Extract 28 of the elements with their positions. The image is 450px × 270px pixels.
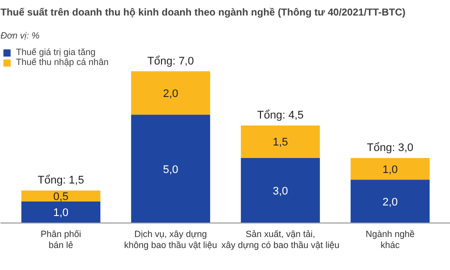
data-label: 1,0 [53, 207, 69, 220]
bar [131, 71, 210, 115]
total-label: Tổng: 7,0 [147, 55, 194, 68]
data-label: 1,0 [382, 164, 398, 176]
data-label: 5,0 [162, 164, 178, 176]
legend-label: Thuế giá trị gia tăng [16, 47, 96, 57]
chart-subtitle: Đơn vị: % [0, 30, 40, 40]
x-tick-label: Phân phối bán lẻ [40, 228, 82, 250]
bar [240, 158, 320, 223]
data-label: 0,5 [53, 190, 69, 203]
total-label: Tổng: 1,5 [38, 174, 84, 186]
total-label: Tổng: 4,5 [257, 109, 304, 122]
bar [350, 158, 430, 180]
bar [21, 190, 100, 202]
data-label: 1,5 [272, 136, 288, 149]
data-label: 2,0 [382, 196, 398, 208]
data-label: 3,0 [272, 185, 288, 198]
data-label: 2,0 [162, 88, 178, 100]
bar [131, 114, 210, 223]
bar [350, 180, 430, 223]
chart-title: Thuế suất trên doanh thu hộ kinh doanh theo ngành nghề (Thông tư 40/2021/TT-BTC) [0, 8, 406, 18]
x-tick-label: Ngành nghề khác [366, 228, 415, 250]
x-tick-label: Sản xuất, vận tải, xây dựng có bao thầu vật liệu [221, 228, 340, 250]
legend-label: Thuế thu nhập cá nhân [16, 57, 109, 67]
bar [240, 125, 320, 158]
x-tick-label: Dịch vụ, xây dựng không bao thầu vật liệu [124, 228, 218, 250]
bar [21, 201, 100, 223]
total-label: Tổng: 3,0 [366, 142, 414, 154]
